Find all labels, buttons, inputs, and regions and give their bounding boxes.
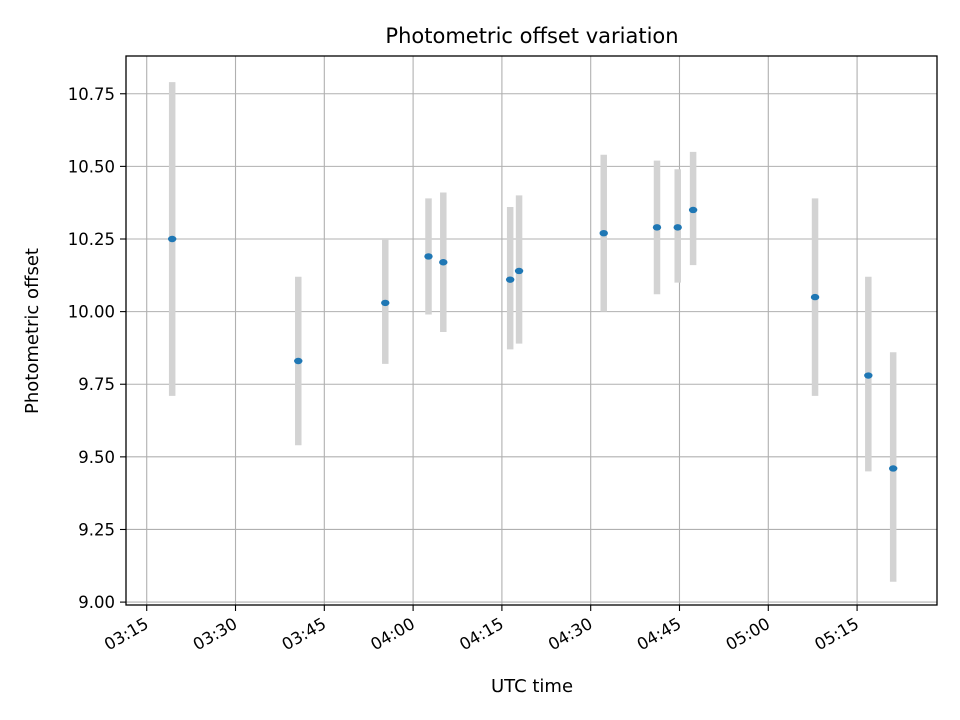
data-point <box>514 267 524 275</box>
grid <box>126 56 937 605</box>
data-point <box>810 293 820 301</box>
data-point <box>505 276 515 283</box>
y-tick-label: 10.00 <box>68 303 115 322</box>
plot-frame <box>125 55 938 606</box>
y-tick-label: 9.50 <box>78 448 115 467</box>
data-point <box>167 235 177 243</box>
data-point <box>864 372 873 379</box>
y-tick-label: 9.25 <box>78 520 115 539</box>
data-point <box>652 224 662 231</box>
data-point <box>673 224 682 231</box>
y-tick-label: 9.00 <box>78 593 115 612</box>
y-tick-label: 10.75 <box>68 85 115 104</box>
y-axis-label: Photometric offset <box>22 248 43 414</box>
data-point <box>599 229 608 237</box>
data-point <box>381 299 390 307</box>
data-point <box>688 206 698 214</box>
y-tick-label: 9.75 <box>78 375 115 394</box>
data-point <box>294 357 303 365</box>
x-axis-label: UTC time <box>491 676 573 697</box>
data-point <box>424 253 433 260</box>
data-layer <box>167 82 898 582</box>
y-tick-label: 10.25 <box>68 230 115 249</box>
data-point <box>888 465 898 472</box>
chart-title: Photometric offset variation <box>385 24 678 48</box>
data-point <box>439 259 448 266</box>
y-tick-label: 10.50 <box>68 157 115 176</box>
